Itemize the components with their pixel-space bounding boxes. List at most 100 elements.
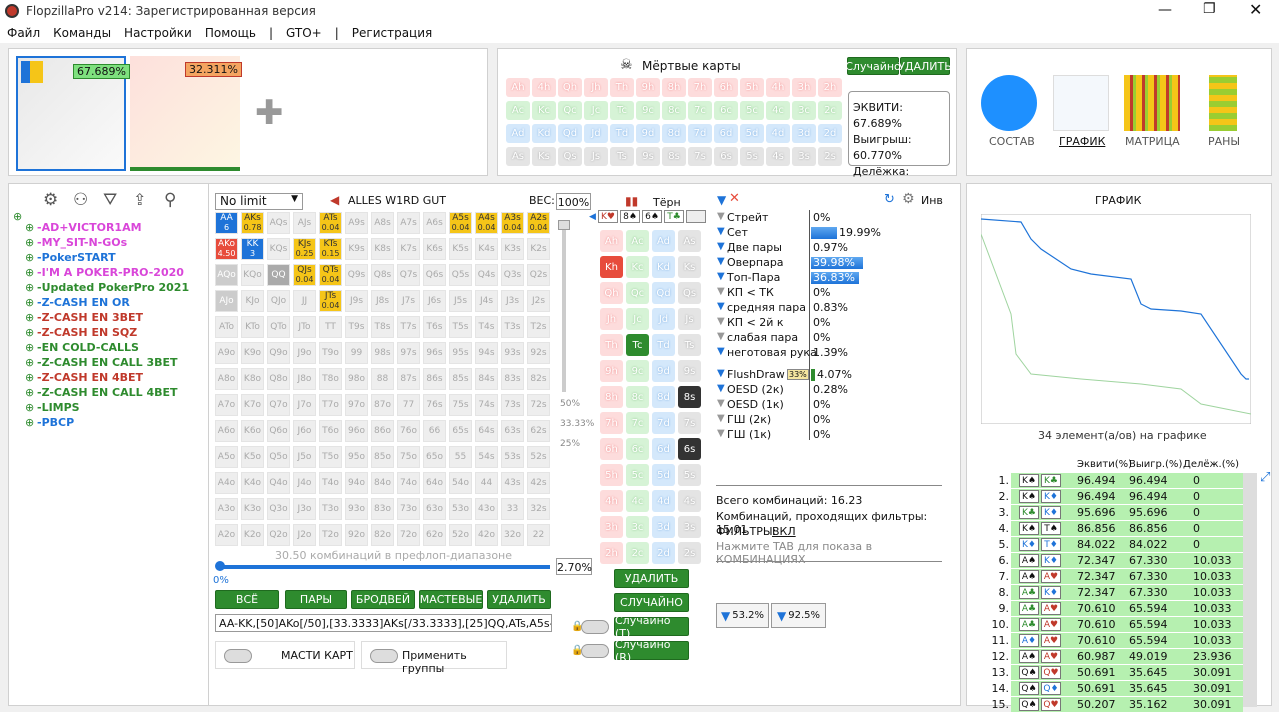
range-cell[interactable]: T4o bbox=[319, 472, 342, 494]
range-cell[interactable]: TT bbox=[319, 316, 342, 338]
composition-tab-icon[interactable] bbox=[981, 75, 1037, 131]
range-cell[interactable]: A9s bbox=[345, 212, 368, 234]
dead-card[interactable]: 3h bbox=[792, 78, 816, 97]
deck-card[interactable]: 8h bbox=[600, 386, 623, 408]
board-remove-button[interactable]: УДАЛИТЬ bbox=[614, 569, 689, 588]
range-cell[interactable]: J3s bbox=[501, 290, 524, 312]
deck-card[interactable]: 4d bbox=[652, 490, 675, 512]
player-2-thumb[interactable]: 32.311% bbox=[130, 56, 242, 171]
deck-card[interactable]: Ts bbox=[678, 334, 701, 356]
range-cell[interactable]: T7s bbox=[397, 316, 420, 338]
deck-card[interactable]: Jh bbox=[600, 308, 623, 330]
dead-card[interactable]: Jd bbox=[584, 124, 608, 143]
deck-card[interactable]: 2s bbox=[678, 542, 701, 564]
range-cell[interactable]: KQs bbox=[267, 238, 290, 260]
deck-card[interactable]: 7s bbox=[678, 412, 701, 434]
range-cell[interactable]: J4s bbox=[475, 290, 498, 312]
deck-card[interactable]: Qh bbox=[600, 282, 623, 304]
range-cell[interactable]: K4o bbox=[241, 472, 264, 494]
deck-card[interactable]: Jc bbox=[626, 308, 649, 330]
dead-card[interactable]: Ts bbox=[610, 147, 634, 166]
range-cell[interactable]: 93s bbox=[501, 342, 524, 364]
deck-card[interactable]: Jd bbox=[652, 308, 675, 330]
menu-item[interactable]: Регистрация bbox=[351, 26, 433, 40]
draw-filter-icon[interactable]: ▼ bbox=[717, 413, 725, 424]
deck-card[interactable]: 5c bbox=[626, 464, 649, 486]
dead-card[interactable]: 4c bbox=[766, 101, 790, 120]
range-cell[interactable]: Q5o bbox=[267, 446, 290, 468]
dead-card[interactable]: 5h bbox=[740, 78, 764, 97]
deck-card[interactable]: 2c bbox=[626, 542, 649, 564]
range-cell[interactable]: 62s bbox=[527, 420, 550, 442]
range-cell[interactable]: 32s bbox=[527, 498, 550, 520]
range-cell[interactable]: J8s bbox=[371, 290, 394, 312]
range-cell[interactable]: T6o bbox=[319, 420, 342, 442]
range-cell[interactable]: K6s bbox=[423, 238, 446, 260]
range-cell[interactable]: K7s bbox=[397, 238, 420, 260]
group-item[interactable]: -LIMPS bbox=[37, 401, 80, 414]
range-cell[interactable]: QTo bbox=[267, 316, 290, 338]
dead-card[interactable]: 2h bbox=[818, 78, 842, 97]
range-cell[interactable]: A6s bbox=[423, 212, 446, 234]
dead-card[interactable]: 9c bbox=[636, 101, 660, 120]
dead-card[interactable]: 5d bbox=[740, 124, 764, 143]
range-cell[interactable]: 52o bbox=[449, 524, 472, 546]
range-pct-input[interactable]: 2.70% bbox=[556, 558, 592, 575]
range-cell[interactable]: 86o bbox=[371, 420, 394, 442]
dead-card[interactable]: 7s bbox=[688, 147, 712, 166]
deck-card[interactable]: 4h bbox=[600, 490, 623, 512]
weight-input[interactable]: 100% bbox=[556, 193, 591, 210]
stat-filter-icon[interactable]: ▼ bbox=[717, 331, 725, 342]
group-item[interactable]: -Z-CASH EN CALL 3BET bbox=[37, 356, 178, 369]
range-cell[interactable]: 97s bbox=[397, 342, 420, 364]
range-cell[interactable]: T7o bbox=[319, 394, 342, 416]
range-cell[interactable]: 98s bbox=[371, 342, 394, 364]
range-cell[interactable]: 82o bbox=[371, 524, 394, 546]
range-slider-track[interactable] bbox=[217, 565, 550, 569]
dead-remove-button[interactable]: УДАЛИТЬ bbox=[898, 57, 952, 75]
range-cell[interactable]: 85s bbox=[449, 368, 472, 390]
stat-filter-icon[interactable]: ▼ bbox=[717, 241, 725, 252]
range-cell[interactable]: K4s bbox=[475, 238, 498, 260]
add-player-icon[interactable]: ✚ bbox=[255, 93, 284, 133]
deck-card[interactable]: Js bbox=[678, 308, 701, 330]
range-cell[interactable]: J5o bbox=[293, 446, 316, 468]
range-cell[interactable]: Q8o bbox=[267, 368, 290, 390]
stat-filter-icon[interactable]: ▼ bbox=[717, 226, 725, 237]
upload-icon[interactable]: ⇪ bbox=[133, 190, 147, 209]
menu-item[interactable]: Команды bbox=[53, 26, 112, 40]
dead-card[interactable]: 2s bbox=[818, 147, 842, 166]
filter-2-button[interactable]: ▼ 92.5% bbox=[771, 603, 826, 628]
range-cell[interactable]: A7o bbox=[215, 394, 238, 416]
board-random-button[interactable]: СЛУЧАЙНО bbox=[614, 593, 689, 612]
range-cell[interactable]: A8o bbox=[215, 368, 238, 390]
range-cell[interactable]: K3s bbox=[501, 238, 524, 260]
deck-card[interactable]: 2h bbox=[600, 542, 623, 564]
range-cell[interactable]: J7s bbox=[397, 290, 420, 312]
range-cell[interactable]: 43o bbox=[475, 498, 498, 520]
range-cell[interactable]: Q3s bbox=[501, 264, 524, 286]
deck-card[interactable]: 8s bbox=[678, 386, 701, 408]
range-cell[interactable]: Q4o bbox=[267, 472, 290, 494]
range-cell[interactable]: 87s bbox=[397, 368, 420, 390]
deck-card[interactable]: Kh bbox=[600, 256, 623, 278]
range-cell[interactable]: 76s bbox=[423, 394, 446, 416]
deck-card[interactable]: As bbox=[678, 230, 701, 252]
range-cell[interactable]: A4s 0.04 bbox=[475, 212, 498, 234]
limit-select[interactable]: No limit ▼ bbox=[215, 193, 303, 210]
range-cell[interactable]: K8o bbox=[241, 368, 264, 390]
dead-card[interactable]: Kc bbox=[532, 101, 556, 120]
range-cell[interactable]: 55 bbox=[449, 446, 472, 468]
menu-item[interactable]: Помощь bbox=[204, 26, 256, 40]
group-toggle-icon[interactable]: ⊕ bbox=[25, 311, 35, 324]
deck-card[interactable]: Ad bbox=[652, 230, 675, 252]
board-empty-slot[interactable] bbox=[686, 210, 706, 223]
range-cell[interactable]: 43s bbox=[501, 472, 524, 494]
dead-card[interactable]: 3s bbox=[792, 147, 816, 166]
range-cell[interactable]: J6o bbox=[293, 420, 316, 442]
range-cell[interactable]: AA 6 bbox=[215, 212, 238, 234]
dead-card[interactable]: Ah bbox=[506, 78, 530, 97]
tab-ranks[interactable]: РАНЫ bbox=[1208, 135, 1241, 148]
range-cell[interactable]: 94s bbox=[475, 342, 498, 364]
range-cell[interactable]: QJs 0.04 bbox=[293, 264, 316, 286]
